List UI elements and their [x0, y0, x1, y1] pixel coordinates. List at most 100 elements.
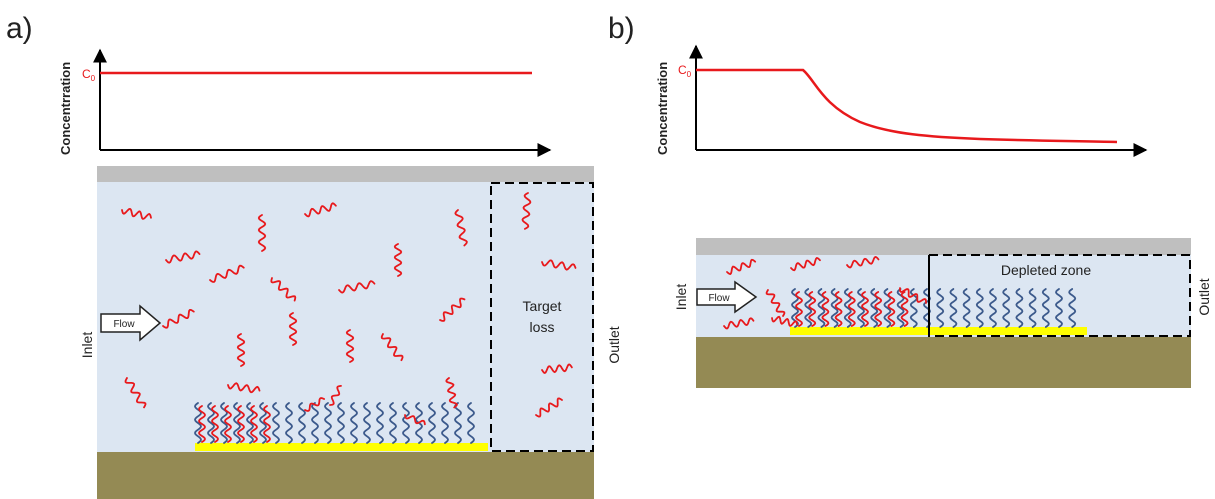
target-strand	[165, 250, 201, 264]
bound-target-strand	[900, 291, 909, 327]
panel-b-outlet-label: Outlet	[1196, 278, 1212, 315]
panel-b-probes	[791, 288, 1077, 328]
target-strand	[162, 309, 195, 329]
panel-b-c0-label: C0	[678, 63, 692, 79]
probe-strand	[337, 402, 345, 444]
panel-b-top-wall	[696, 238, 1191, 255]
probe-strand	[857, 288, 865, 328]
panel-a-inlet-label: Inlet	[79, 332, 95, 359]
probe-strand	[883, 288, 892, 328]
probe-strand	[817, 288, 826, 328]
probe-strand	[1068, 288, 1077, 328]
probe-strand	[441, 402, 449, 444]
target-strand	[541, 259, 577, 271]
bound-target-strand	[808, 291, 817, 327]
panel-b-targets	[723, 256, 927, 330]
probe-strand	[233, 402, 241, 444]
bound-target-strand	[874, 291, 883, 327]
panel-b-flow-label: Flow	[708, 293, 730, 304]
probe-strand	[1028, 288, 1037, 328]
probe-strand	[975, 288, 984, 328]
probe-strand	[259, 402, 267, 444]
target-strand	[338, 280, 376, 294]
panel-b-electrode	[790, 327, 1087, 335]
target-strand	[535, 397, 563, 418]
panel-b-zone-label: Depleted zone	[1001, 262, 1092, 278]
target-strand	[270, 277, 297, 302]
probe-strand	[454, 402, 462, 444]
probe-strand	[870, 288, 879, 328]
probe-strand	[363, 402, 371, 444]
panel-a-c0-label: C0	[82, 67, 96, 83]
probe-strand	[843, 288, 852, 328]
panel-a-probes	[194, 385, 475, 444]
bound-target-strand	[861, 291, 869, 327]
panel-b: b) Concentrration C0 Depleted zone Flow …	[608, 12, 1212, 388]
panel-b-concentration-plot: Concentrration C0	[655, 44, 1148, 157]
panel-b-letter: b)	[608, 12, 635, 45]
probe-strand	[402, 402, 410, 444]
panel-b-inlet-label: Inlet	[673, 284, 689, 311]
probe-strand	[923, 288, 931, 328]
target-strand	[345, 329, 355, 363]
target-strand	[445, 377, 458, 409]
bound-target-strand	[224, 405, 232, 443]
target-strand	[771, 315, 798, 327]
target-strand	[765, 289, 786, 317]
bound-target-strand	[198, 405, 206, 443]
probe-strand	[376, 402, 384, 444]
bound-target-strand	[250, 405, 258, 443]
target-strand	[257, 214, 267, 252]
panel-a-zone-label-line1: Target	[523, 298, 562, 314]
probe-strand	[285, 402, 293, 444]
panel-a-channel	[97, 182, 594, 452]
panel-a-zone-label-line2: loss	[530, 319, 555, 335]
probe-strand	[272, 402, 280, 444]
panel-a-concentration-plot: Concentrration C0	[58, 48, 552, 157]
target-strand	[209, 264, 245, 283]
panel-a-y-axis-label: Concentrration	[58, 62, 73, 155]
target-strand	[726, 258, 757, 275]
target-strand	[393, 243, 403, 277]
panel-b-depleted-zone	[928, 254, 1191, 337]
probe-strand	[389, 402, 397, 444]
probe-strand	[194, 402, 202, 444]
probe-strand	[989, 288, 997, 328]
panel-b-substrate	[696, 337, 1191, 388]
target-strand	[790, 257, 821, 272]
panel-a-substrate	[97, 452, 594, 499]
target-strand	[454, 209, 468, 247]
target-strand	[236, 333, 246, 367]
bound-target-strand	[211, 405, 219, 443]
bound-target-strand	[404, 414, 426, 426]
target-strand	[899, 287, 927, 304]
probe-strand	[804, 288, 813, 328]
probe-strand	[298, 402, 306, 444]
target-strand	[521, 192, 532, 230]
panel-a-targets	[121, 192, 577, 418]
target-strand	[380, 333, 404, 362]
target-strand	[121, 207, 152, 220]
bound-target-strand	[887, 291, 896, 327]
probe-strand	[936, 288, 945, 328]
bound-target-strand	[834, 291, 843, 327]
target-strand	[439, 297, 466, 322]
probe-strand	[428, 402, 436, 444]
panel-b-flow-arrow: Flow	[696, 280, 758, 314]
bound-target-strand	[237, 405, 245, 443]
bound-target-strand	[304, 397, 325, 412]
bound-target-strand	[821, 291, 830, 327]
bound-target-strand	[795, 291, 803, 327]
probe-strand	[311, 402, 319, 444]
target-strand	[723, 317, 755, 330]
panel-a-electrode	[195, 443, 488, 451]
probe-strand	[1002, 288, 1011, 328]
target-strand	[846, 256, 880, 269]
target-strand	[304, 202, 337, 218]
panel-a-outlet-label: Outlet	[606, 326, 622, 363]
probe-strand	[1055, 288, 1063, 328]
target-strand	[288, 312, 298, 346]
bound-target-strand	[329, 385, 342, 406]
probe-strand	[467, 402, 475, 444]
